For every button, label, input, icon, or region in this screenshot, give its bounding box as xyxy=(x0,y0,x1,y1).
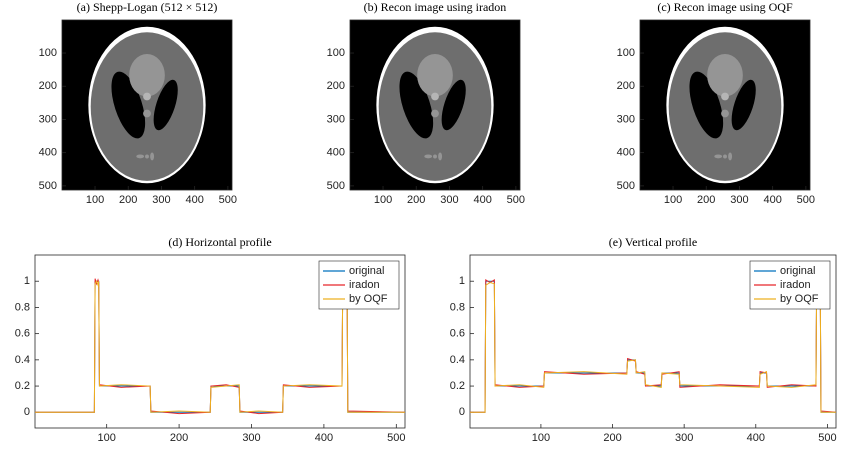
y-tick-label: 300 xyxy=(39,113,57,125)
x-tick-label: 500 xyxy=(387,432,405,444)
x-tick-label: 400 xyxy=(185,194,203,206)
x-tick-label: 100 xyxy=(532,432,550,444)
y-tick-label: 0 xyxy=(24,406,30,418)
x-tick-label: 200 xyxy=(170,432,188,444)
x-tick-label: 300 xyxy=(152,194,170,206)
profile-line xyxy=(470,278,837,413)
phantom-ellipse xyxy=(399,71,434,139)
phantom-ellipse xyxy=(728,152,733,161)
phantom-ellipse xyxy=(438,152,443,161)
x-tick-label: 500 xyxy=(797,194,815,206)
profile-line xyxy=(470,281,836,413)
y-tick-label: 1 xyxy=(24,275,30,287)
phantom-ellipse xyxy=(378,32,492,181)
x-tick-label: 500 xyxy=(219,194,237,206)
y-tick-label: 300 xyxy=(617,113,635,125)
chart-title: (a) Shepp-Logan (512 × 512) xyxy=(77,0,218,14)
legend-label: iradon xyxy=(780,279,811,291)
x-tick-label: 200 xyxy=(603,432,621,444)
y-tick-label: 0.2 xyxy=(450,380,465,392)
y-tick-label: 0.4 xyxy=(450,354,465,366)
chart-title: (d) Horizontal profile xyxy=(168,235,271,249)
y-tick-label: 400 xyxy=(39,147,57,159)
x-tick-label: 300 xyxy=(242,432,260,444)
phantom-ellipse xyxy=(129,54,165,97)
y-tick-label: 500 xyxy=(617,180,635,192)
phantom-ellipse xyxy=(431,92,439,101)
y-tick-label: 400 xyxy=(327,147,345,159)
y-tick-label: 0 xyxy=(459,406,465,418)
axes-box xyxy=(639,19,811,191)
x-tick-label: 300 xyxy=(730,194,748,206)
legend-label: iradon xyxy=(349,279,380,291)
x-tick-label: 400 xyxy=(473,194,491,206)
axes-box xyxy=(349,19,521,191)
phantom-ellipse xyxy=(714,154,723,159)
y-tick-label: 0.6 xyxy=(450,328,465,340)
phantom-ellipse xyxy=(721,109,729,118)
y-tick-label: 100 xyxy=(617,47,635,59)
x-tick-label: 100 xyxy=(86,194,104,206)
phantom-ellipse xyxy=(111,71,146,139)
y-tick-label: 0.8 xyxy=(15,301,30,313)
y-tick-label: 200 xyxy=(327,80,345,92)
axes-box xyxy=(61,19,233,191)
phantom-ellipse xyxy=(689,71,724,139)
phantom-ellipse xyxy=(150,152,155,161)
y-tick-label: 400 xyxy=(617,147,635,159)
y-tick-label: 500 xyxy=(39,180,57,192)
x-tick-label: 400 xyxy=(747,432,765,444)
y-tick-label: 100 xyxy=(39,47,57,59)
y-tick-label: 500 xyxy=(327,180,345,192)
phantom-ellipse xyxy=(707,54,743,97)
phantom-ellipse xyxy=(143,109,151,118)
phantom-ellipse xyxy=(433,154,437,159)
axes-box xyxy=(469,254,837,429)
y-tick-label: 100 xyxy=(327,47,345,59)
x-tick-label: 200 xyxy=(407,194,425,206)
phantom-ellipse xyxy=(153,79,178,131)
x-tick-label: 500 xyxy=(507,194,525,206)
chart-title: (c) Recon image using OQF xyxy=(657,0,793,14)
y-tick-label: 1 xyxy=(459,275,465,287)
x-tick-label: 300 xyxy=(440,194,458,206)
legend-label: by OQF xyxy=(349,293,388,305)
x-tick-label: 100 xyxy=(374,194,392,206)
chart-title: (e) Vertical profile xyxy=(609,235,697,249)
x-tick-label: 100 xyxy=(664,194,682,206)
x-tick-label: 100 xyxy=(98,432,116,444)
phantom-ellipse xyxy=(721,92,729,101)
phantom-ellipse xyxy=(431,109,439,118)
phantom-ellipse xyxy=(136,154,145,159)
legend-label: original xyxy=(780,265,815,277)
y-tick-label: 0.4 xyxy=(15,354,30,366)
y-tick-label: 0.8 xyxy=(450,301,465,313)
phantom-ellipse xyxy=(145,154,149,159)
y-tick-label: 300 xyxy=(327,113,345,125)
y-tick-label: 0.2 xyxy=(15,380,30,392)
phantom-ellipse xyxy=(417,54,453,97)
chart-title: (b) Recon image using iradon xyxy=(364,0,507,14)
y-tick-label: 200 xyxy=(39,80,57,92)
x-tick-label: 200 xyxy=(119,194,137,206)
phantom-ellipse xyxy=(731,79,756,131)
x-tick-label: 300 xyxy=(675,432,693,444)
phantom-ellipse xyxy=(441,79,466,131)
x-tick-label: 400 xyxy=(315,432,333,444)
legend-label: original xyxy=(349,265,384,277)
x-tick-label: 200 xyxy=(697,194,715,206)
y-tick-label: 0.6 xyxy=(15,328,30,340)
phantom-ellipse xyxy=(668,32,782,181)
legend-label: by OQF xyxy=(780,293,819,305)
y-tick-label: 200 xyxy=(617,80,635,92)
axes-box xyxy=(34,254,406,429)
phantom-ellipse xyxy=(723,154,727,159)
phantom-ellipse xyxy=(424,154,433,159)
x-tick-label: 400 xyxy=(763,194,781,206)
phantom-ellipse xyxy=(143,92,151,101)
x-tick-label: 500 xyxy=(818,432,836,444)
phantom-ellipse xyxy=(90,32,204,181)
